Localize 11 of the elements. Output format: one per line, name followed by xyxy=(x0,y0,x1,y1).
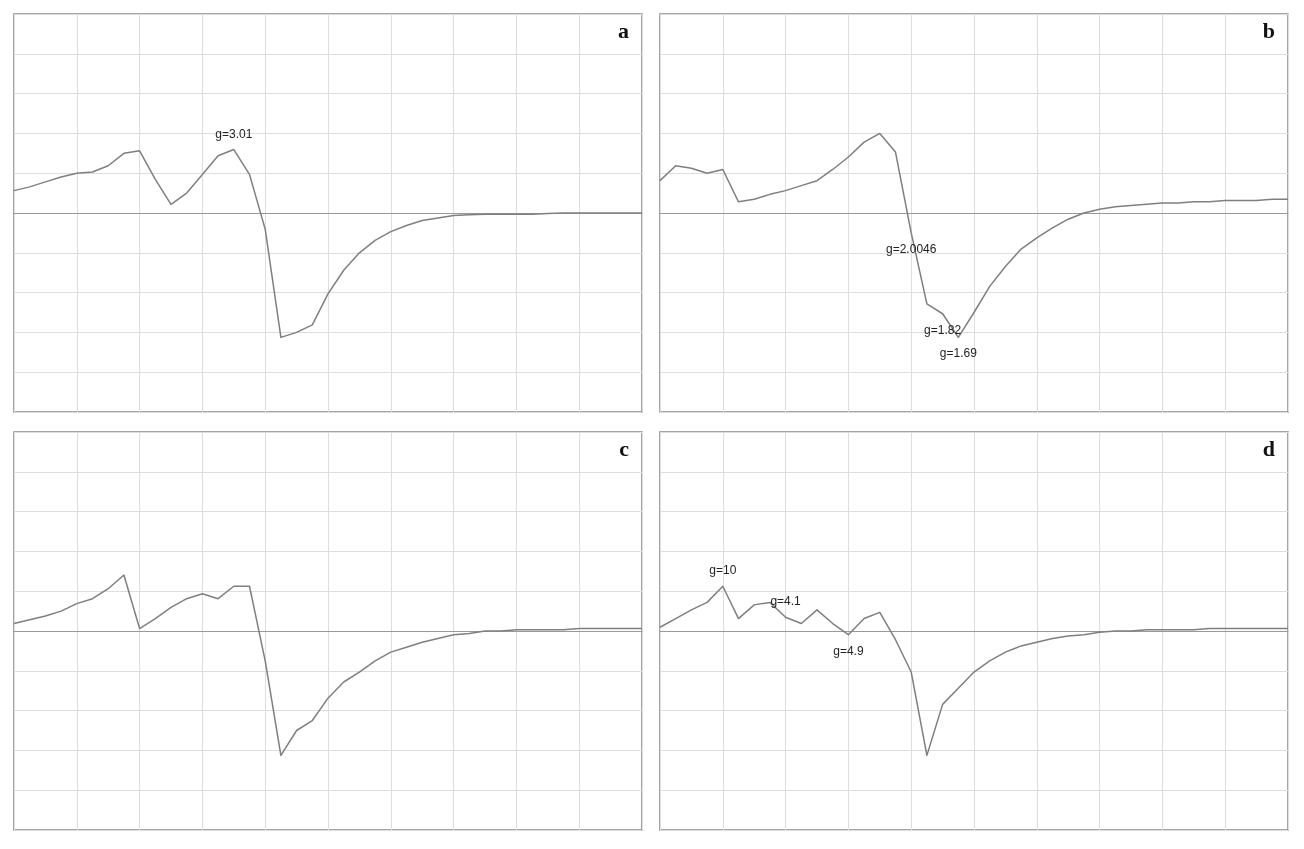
annotation: g=2.0046 xyxy=(886,241,937,256)
chart-title: b xyxy=(1262,17,1276,43)
annotation: g=4.1 xyxy=(770,594,802,609)
annotation: g=1.69 xyxy=(939,346,978,361)
chart-title: d xyxy=(1262,435,1276,461)
annotation: g=4.9 xyxy=(833,643,864,658)
annotation: g=3.01 xyxy=(215,126,253,141)
chart-title: a xyxy=(618,17,629,43)
chart-title: c xyxy=(619,435,630,461)
annotation: g=1.82 xyxy=(924,322,962,337)
annotation: g=10 xyxy=(709,563,737,578)
